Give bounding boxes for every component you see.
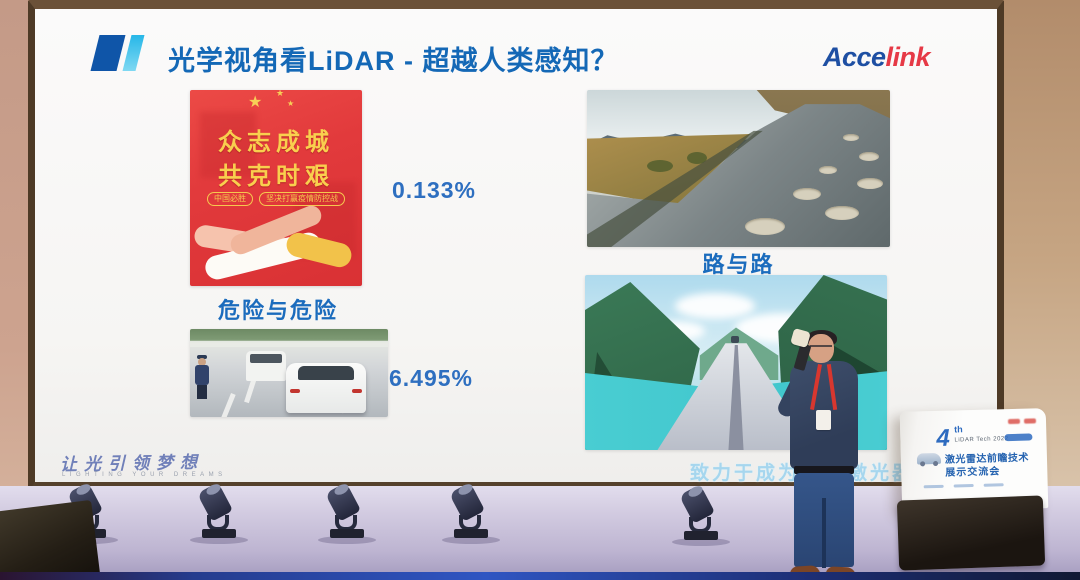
guardrail bbox=[190, 341, 388, 347]
accelink-logo-part1: Acce bbox=[823, 42, 886, 72]
bush bbox=[687, 152, 707, 164]
logo-bar-dark bbox=[90, 35, 126, 71]
poster-headline-1: 众志成城 bbox=[218, 128, 334, 156]
light-base bbox=[330, 529, 364, 538]
officer-cap bbox=[197, 355, 207, 359]
bush bbox=[647, 160, 673, 172]
stage-light bbox=[190, 482, 248, 544]
stage-light bbox=[672, 484, 730, 546]
officer-head bbox=[198, 358, 206, 366]
stat-top: 0.133% bbox=[392, 177, 477, 203]
pothole bbox=[745, 218, 785, 235]
light-base bbox=[684, 531, 718, 540]
sedan-rear-window bbox=[298, 366, 354, 380]
pothole bbox=[793, 188, 821, 200]
sponsor-logos bbox=[1007, 418, 1037, 425]
label-danger: 危险与危险 bbox=[218, 298, 339, 323]
star-icon: ★ bbox=[276, 90, 285, 98]
poster-headline-2: 共克时艰 bbox=[218, 162, 334, 190]
tail-light bbox=[290, 389, 300, 393]
stage-light bbox=[318, 482, 376, 544]
logo-bar-light bbox=[122, 35, 145, 71]
stage-front-led-strip bbox=[0, 572, 1080, 580]
belt bbox=[794, 466, 854, 474]
light-shadow bbox=[442, 536, 500, 544]
event-number: 4 bbox=[936, 424, 951, 452]
presenter-leg-gap bbox=[822, 498, 826, 568]
slide-footer-fragment-left: 致力于成为 bbox=[690, 463, 801, 484]
pothole bbox=[859, 152, 879, 161]
traffic-officer bbox=[194, 355, 210, 399]
pothole bbox=[857, 178, 883, 189]
suv-window bbox=[250, 354, 282, 363]
pothole bbox=[843, 134, 859, 141]
hand-sleeve-yellow bbox=[284, 230, 354, 270]
stage-light bbox=[442, 482, 500, 544]
event-date-pill bbox=[1004, 433, 1033, 442]
officer-legs bbox=[197, 385, 207, 399]
accelink-logo: Accelink bbox=[823, 42, 931, 73]
highway-police-photo bbox=[190, 329, 388, 417]
poster-badge-right: 坚决打赢疫情防控战 bbox=[259, 192, 345, 206]
presenter bbox=[770, 327, 898, 580]
event-number-suffix: th bbox=[954, 424, 963, 435]
cloud bbox=[675, 293, 755, 319]
accelink-logo-part2: link bbox=[885, 42, 931, 72]
car-sketch-icon bbox=[916, 452, 942, 467]
star-icon: ★ bbox=[248, 94, 263, 111]
poster-watermark bbox=[200, 112, 256, 178]
light-base bbox=[202, 529, 236, 538]
poster-image: ★ ★ ★ 众志成城 共克时艰 中国必胜 坚决打赢疫情防控战 bbox=[190, 90, 362, 286]
presenter-head bbox=[808, 334, 834, 363]
slide-title: 光学视角看LiDAR - 超越人类感知？ bbox=[168, 46, 619, 76]
event-name-en: LiDAR Tech 2022 bbox=[954, 436, 1009, 444]
light-shadow bbox=[672, 538, 730, 546]
white-suv bbox=[246, 351, 286, 381]
glasses bbox=[810, 345, 832, 352]
event-title-line2: 展示交流会 bbox=[945, 466, 1001, 479]
light-base bbox=[454, 529, 488, 538]
light-shadow bbox=[318, 536, 376, 544]
stage-monitor-speaker bbox=[0, 499, 101, 580]
pothole-road-photo bbox=[587, 90, 890, 247]
officer-body bbox=[195, 365, 209, 385]
pothole bbox=[819, 166, 837, 174]
light-shadow bbox=[190, 536, 248, 544]
event-tagline-row bbox=[923, 483, 1004, 489]
poster-badge-left: 中国必胜 bbox=[207, 192, 253, 206]
brand-slogan-en: LIGHTING YOUR DREAMS bbox=[62, 472, 227, 478]
id-badge bbox=[816, 410, 831, 430]
lane-marking bbox=[221, 393, 236, 417]
poster-banner: 中国必胜 坚决打赢疫情防控战 bbox=[190, 192, 362, 206]
stage-monitor-speaker bbox=[896, 495, 1046, 571]
stacked-hands-illustration bbox=[190, 202, 362, 286]
label-roads: 路与路 bbox=[702, 252, 775, 277]
tail-light bbox=[352, 389, 362, 393]
star-icon: ★ bbox=[287, 99, 295, 108]
stat-bottom: 6.495% bbox=[389, 365, 474, 391]
white-sedan bbox=[286, 363, 366, 413]
pothole bbox=[825, 206, 859, 220]
distant-truck bbox=[731, 336, 740, 344]
